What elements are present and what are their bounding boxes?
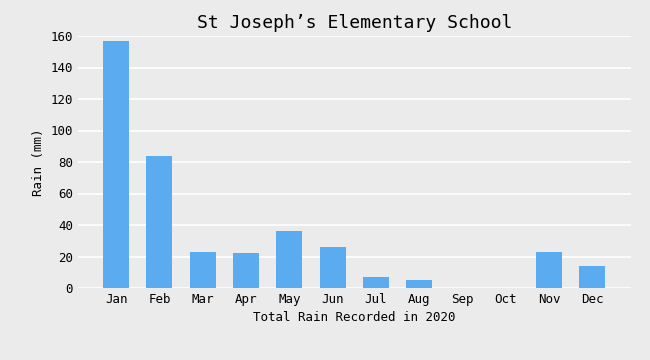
Bar: [406, 280, 432, 288]
Bar: [320, 247, 346, 288]
Bar: [276, 231, 302, 288]
X-axis label: Total Rain Recorded in 2020: Total Rain Recorded in 2020: [253, 311, 456, 324]
Bar: [579, 266, 605, 288]
Y-axis label: Rain (mm): Rain (mm): [32, 128, 45, 196]
Bar: [146, 156, 172, 288]
Bar: [536, 252, 562, 288]
Bar: [190, 252, 216, 288]
Bar: [103, 41, 129, 288]
Bar: [363, 277, 389, 288]
Bar: [233, 253, 259, 288]
Title: St Joseph’s Elementary School: St Joseph’s Elementary School: [196, 14, 512, 32]
